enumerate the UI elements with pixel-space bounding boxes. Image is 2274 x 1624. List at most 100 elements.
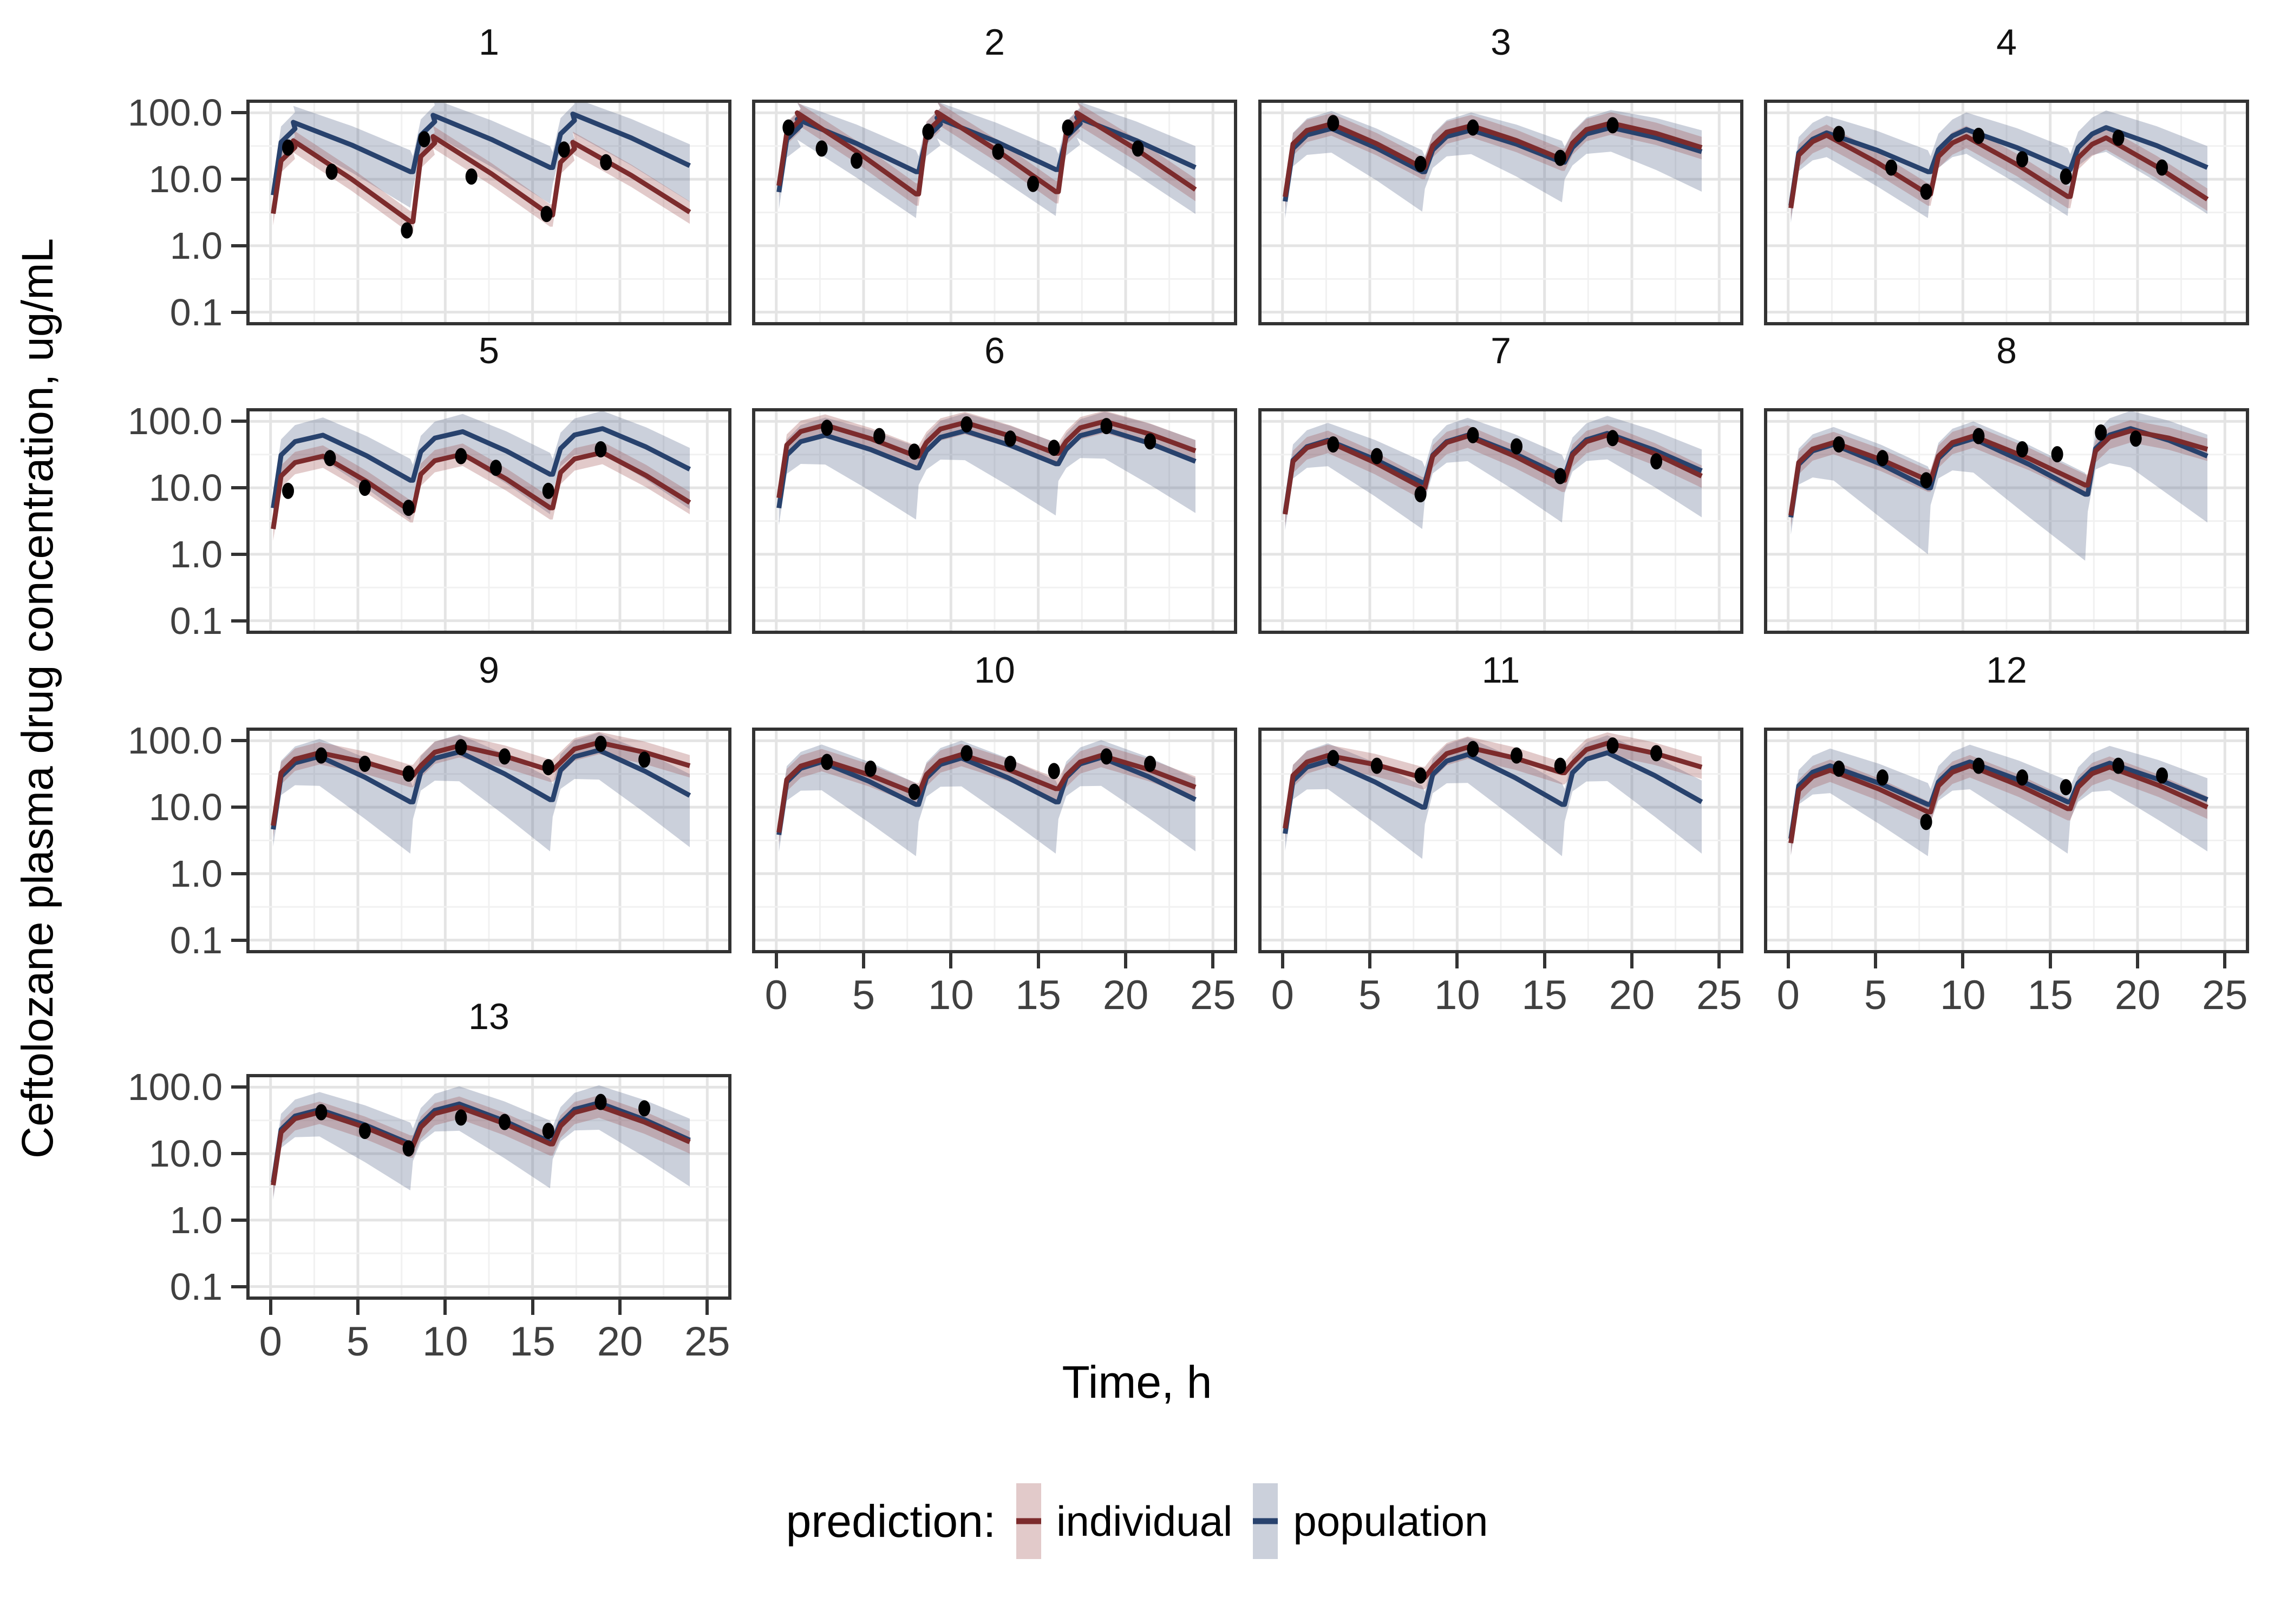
observation-dot	[324, 450, 336, 467]
x-tick-mark	[862, 953, 866, 968]
observation-dot	[402, 500, 415, 516]
observation-dot	[1885, 159, 1898, 176]
panel-title-1: 1	[479, 22, 499, 63]
observation-dot	[1327, 115, 1339, 132]
y-tick-mark	[231, 938, 246, 942]
individual-line	[271, 134, 691, 224]
observation-dot	[1876, 769, 1889, 786]
y-tick-label: 0.1	[169, 291, 223, 333]
x-tick-mark	[2223, 953, 2227, 968]
x-tick-mark	[269, 1300, 272, 1315]
x-tick-mark	[1630, 953, 1633, 968]
y-tick-label: 100.0	[127, 1066, 223, 1109]
observation-dot	[2112, 129, 2125, 146]
population-ribbon	[273, 732, 690, 854]
x-tick-mark	[2135, 953, 2139, 968]
x-tick-label: 10	[928, 972, 974, 1018]
observation-dot	[638, 1100, 651, 1117]
legend-label-population: population	[1293, 1497, 1488, 1545]
observation-dot	[465, 168, 478, 185]
observation-dot	[2060, 168, 2072, 185]
observation-dot	[992, 143, 1004, 160]
observation-dot	[1327, 436, 1339, 453]
y-tick-label: 1.0	[169, 533, 223, 575]
y-tick-mark	[231, 486, 246, 490]
x-tick-label: 15	[1521, 972, 1567, 1018]
y-tick-label: 0.1	[169, 599, 223, 642]
y-tick-label: 100.0	[127, 719, 223, 762]
population-line	[271, 426, 691, 509]
x-tick-label: 10	[422, 1319, 468, 1365]
x-tick-label: 5	[1358, 972, 1382, 1018]
y-tick-mark	[231, 552, 246, 556]
x-tick-mark	[1036, 953, 1040, 968]
facet-plot-8	[1767, 411, 2246, 631]
population-line	[271, 748, 691, 830]
individual-ribbon	[1285, 424, 1702, 526]
legend-title: prediction:	[786, 1495, 996, 1547]
observation-dot	[2156, 159, 2168, 176]
observation-dot	[2112, 757, 2125, 774]
observation-dot	[542, 1123, 554, 1140]
x-tick-mark	[1211, 953, 1215, 968]
observation-dot	[1972, 428, 1985, 444]
x-tick-label: 25	[2202, 972, 2248, 1018]
facet-plot-13	[250, 1077, 728, 1296]
facet-panel-7	[1258, 408, 1743, 634]
facet-plot-1	[250, 103, 728, 322]
facet-panel-11	[1258, 728, 1743, 953]
panel-title-10: 10	[974, 650, 1015, 691]
x-tick-label: 25	[684, 1319, 730, 1365]
facet-panel-4	[1764, 100, 2249, 325]
x-tick-mark	[1961, 953, 1965, 968]
individual-line	[776, 109, 1197, 197]
observation-dot	[358, 756, 371, 772]
facet-plot-7	[1262, 411, 1740, 631]
observation-dot	[2095, 424, 2107, 441]
x-tick-label: 5	[346, 1319, 370, 1365]
facet-plot-12	[1767, 731, 2246, 950]
observation-dot	[908, 443, 920, 460]
panel-title-3: 3	[1491, 22, 1511, 63]
observation-dot	[1100, 418, 1113, 435]
x-tick-mark	[1717, 953, 1721, 968]
individual-ribbon	[1791, 420, 2207, 527]
y-tick-label: 1.0	[169, 1199, 223, 1241]
observation-dot	[1833, 436, 1845, 453]
panel-title-13: 13	[468, 996, 509, 1037]
population-ribbon	[1285, 735, 1702, 859]
x-axis-title: Time, h	[1062, 1357, 1212, 1407]
individual-line	[776, 752, 1197, 833]
y-tick-mark	[231, 739, 246, 743]
observation-dot	[638, 751, 651, 768]
observation-dot	[1606, 737, 1619, 754]
individual-ribbon	[1791, 125, 2207, 220]
y-tick-label: 10.0	[148, 786, 223, 829]
observation-dot	[282, 139, 294, 156]
observation-dot	[960, 745, 973, 762]
observation-dot	[873, 428, 886, 444]
observation-dot	[558, 141, 570, 158]
facet-plot-9	[250, 731, 728, 950]
observation-dot	[1100, 748, 1113, 765]
y-tick-label: 10.0	[148, 467, 223, 509]
x-tick-label: 20	[1609, 972, 1655, 1018]
x-tick-mark	[1368, 953, 1372, 968]
panel-title-8: 8	[1996, 330, 2017, 371]
x-tick-label: 20	[2114, 972, 2161, 1018]
observation-dot	[1554, 149, 1566, 166]
observation-dot	[1004, 430, 1016, 447]
y-tick-mark	[231, 111, 246, 115]
population-ribbon	[273, 103, 690, 213]
x-tick-mark	[1874, 953, 1878, 968]
individual-line	[1283, 120, 1703, 198]
x-tick-label: 0	[259, 1319, 282, 1365]
observation-dot	[315, 1104, 328, 1121]
facet-panel-10	[752, 728, 1237, 953]
legend: prediction: individual population	[0, 1483, 2274, 1559]
observation-dot	[1511, 747, 1522, 764]
y-tick-label: 0.1	[169, 919, 223, 961]
observation-dot	[358, 1123, 371, 1140]
y-tick-mark	[231, 872, 246, 875]
x-tick-mark	[1786, 953, 1790, 968]
